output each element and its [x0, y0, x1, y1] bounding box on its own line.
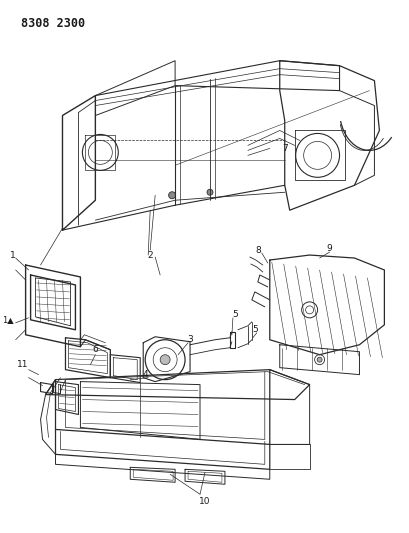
Circle shape: [168, 192, 175, 199]
Text: 4: 4: [142, 370, 148, 379]
Circle shape: [160, 354, 170, 365]
Circle shape: [316, 357, 321, 362]
Text: 5: 5: [231, 310, 237, 319]
Text: 2: 2: [147, 251, 153, 260]
Text: 11: 11: [17, 360, 28, 369]
Text: 8308 2300: 8308 2300: [20, 17, 85, 30]
Text: 1: 1: [10, 251, 16, 260]
Text: 9: 9: [326, 244, 332, 253]
Text: 1▲: 1▲: [2, 316, 13, 324]
Text: 5: 5: [252, 325, 257, 334]
Text: 6: 6: [92, 345, 98, 354]
Text: 8: 8: [254, 246, 260, 255]
Circle shape: [207, 189, 212, 195]
Text: 7: 7: [281, 144, 287, 153]
Text: 3: 3: [187, 335, 193, 344]
Text: 10: 10: [199, 497, 210, 506]
